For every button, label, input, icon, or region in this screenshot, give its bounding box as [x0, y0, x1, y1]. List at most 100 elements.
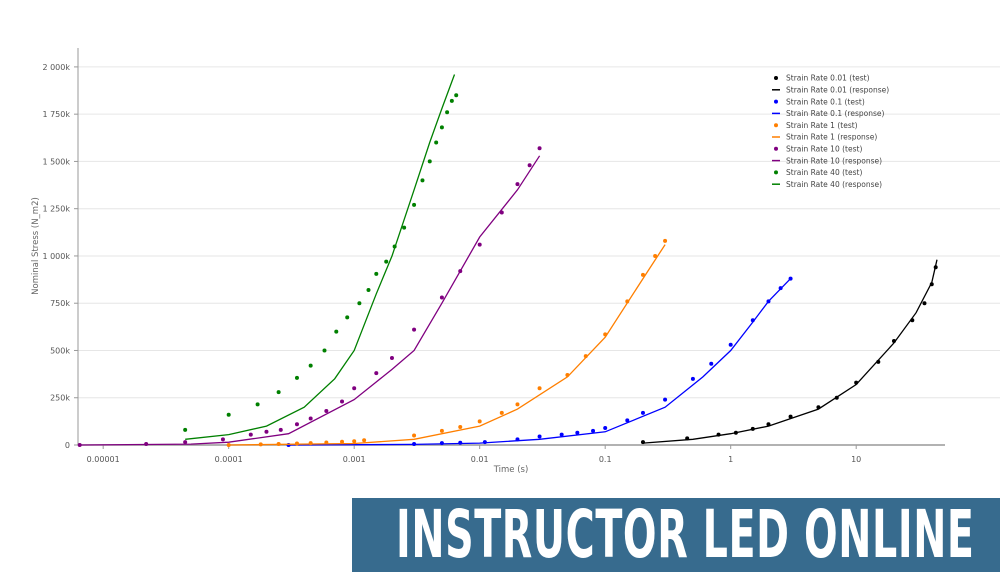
legend-label: Strain Rate 1 (response): [786, 133, 877, 142]
series-4: [226, 238, 668, 447]
test-point: [499, 410, 504, 415]
legend-label: Strain Rate 0.01 (response): [786, 86, 889, 95]
test-point: [345, 315, 350, 320]
test-point: [709, 361, 714, 366]
x-tick-label: 0.0001: [215, 455, 243, 464]
legend-label: Strain Rate 0.01 (test): [786, 74, 870, 83]
test-point: [324, 408, 329, 413]
axes: 0 250k 500k 750k 1 000k 1 250k 1 500k 1 750k 2 0…: [42, 48, 945, 464]
y-tick-label: 1 750k: [42, 110, 70, 119]
y-tick-label: 750k: [50, 299, 70, 308]
series-1: [642, 259, 938, 444]
test-point: [183, 440, 188, 445]
test-point: [278, 427, 283, 432]
test-point: [276, 390, 281, 395]
y-tick-label: 1 500k: [42, 157, 70, 166]
series: [77, 74, 938, 447]
test-point: [308, 416, 313, 421]
test-point: [653, 253, 658, 258]
x-tick-label: 1: [728, 455, 733, 464]
legend-label: Strain Rate 1 (test): [786, 121, 858, 130]
test-point: [352, 439, 357, 444]
test-point: [663, 238, 668, 243]
test-point: [226, 412, 231, 417]
series-8: [183, 93, 459, 432]
test-point: [625, 418, 630, 423]
test-point: [340, 399, 345, 404]
test-point: [362, 438, 367, 443]
test-point: [183, 427, 188, 432]
legend-dot-icon: [774, 99, 778, 104]
test-point: [294, 441, 299, 446]
test-point: [458, 425, 463, 430]
y-tick-label: 2 000k: [42, 63, 70, 72]
response-line: [288, 278, 792, 446]
instructor-led-online-banner: INSTRUCTOR LED ONLINE: [352, 498, 1000, 572]
test-point: [640, 272, 645, 277]
series-3: [288, 278, 792, 446]
legend-label: Strain Rate 40 (test): [786, 168, 862, 177]
x-tick-label: 0.00001: [87, 455, 120, 464]
series-0: [640, 265, 938, 445]
test-point: [357, 301, 362, 306]
test-point: [334, 329, 339, 334]
x-tick-label: 0.1: [599, 455, 612, 464]
test-point: [402, 225, 407, 230]
test-point: [420, 178, 425, 183]
test-point: [454, 93, 459, 98]
test-point: [690, 376, 695, 381]
test-point: [527, 163, 532, 168]
test-point: [248, 432, 253, 437]
legend-label: Strain Rate 10 (test): [786, 145, 862, 154]
test-point: [434, 140, 439, 145]
y-axis-label: Nominal Stress (N_m2): [31, 197, 41, 295]
grid: [78, 66, 1000, 399]
test-point: [640, 410, 645, 415]
test-point: [477, 419, 482, 424]
test-point: [374, 371, 379, 376]
series-6: [77, 146, 542, 447]
series-7: [79, 155, 541, 446]
test-point: [389, 356, 394, 361]
test-point: [603, 425, 608, 430]
legend-label: Strain Rate 10 (response): [786, 156, 882, 165]
test-point: [477, 242, 482, 247]
test-point: [352, 386, 357, 391]
legend-dot-icon: [774, 146, 778, 151]
test-point: [439, 428, 444, 433]
response-line: [79, 155, 541, 446]
y-tick-label: 1 250k: [42, 205, 70, 214]
test-point: [515, 402, 520, 407]
legend-label: Strain Rate 40 (response): [786, 180, 882, 189]
series-9: [185, 74, 456, 440]
test-point: [322, 348, 327, 353]
test-point: [412, 327, 417, 332]
test-point: [412, 202, 417, 207]
y-tick-label: 1 000k: [42, 252, 70, 261]
test-point: [384, 259, 389, 264]
series-2: [286, 276, 793, 447]
response-line: [228, 244, 666, 446]
x-tick-label: 0.01: [471, 455, 489, 464]
test-point: [559, 432, 564, 437]
test-point: [515, 182, 520, 187]
legend-label: Strain Rate 0.1 (test): [786, 97, 865, 106]
test-point: [575, 430, 580, 435]
x-axis-label: Time (s): [493, 465, 529, 475]
x-tick-label: 0.001: [343, 455, 366, 464]
test-point: [537, 434, 542, 439]
response-line: [185, 74, 456, 440]
test-point: [439, 125, 444, 130]
test-point: [449, 98, 454, 103]
test-point: [294, 422, 299, 427]
test-point: [591, 428, 596, 433]
legend-label: Strain Rate 0.1 (response): [786, 109, 884, 118]
test-point: [445, 110, 450, 115]
legend-dot-icon: [774, 170, 778, 175]
test-point: [226, 443, 231, 447]
test-point: [427, 159, 432, 164]
test-point: [255, 402, 260, 407]
y-tick-label: 250k: [50, 394, 70, 403]
test-point: [294, 375, 299, 380]
